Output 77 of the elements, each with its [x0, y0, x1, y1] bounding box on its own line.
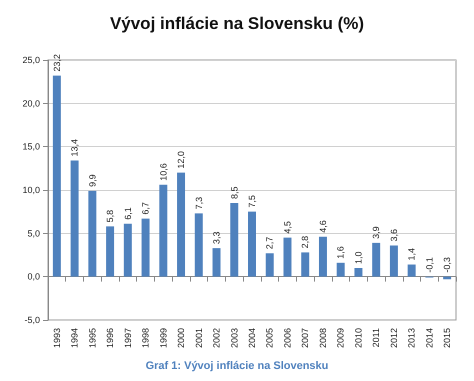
data-label: -0,1 [424, 257, 434, 273]
bar [159, 184, 168, 277]
y-tick-label: 0,0 [27, 272, 40, 282]
data-label: 10,6 [158, 163, 168, 181]
data-label: -0,3 [442, 257, 452, 273]
x-tick-label: 2012 [388, 328, 399, 348]
x-tick-label: 1996 [105, 328, 116, 348]
bar [354, 268, 362, 277]
x-tick-label: 2011 [371, 328, 382, 348]
bar [124, 224, 132, 277]
data-label: 3,9 [371, 226, 382, 239]
bar [301, 252, 310, 277]
data-label: 3,6 [388, 228, 399, 242]
y-tick-label: 20,0 [22, 98, 40, 108]
x-tick-label: 1993 [52, 328, 62, 348]
x-tick-label: 2010 [353, 328, 364, 348]
bar [248, 212, 256, 277]
text: Graf 1: Vývoj inflácie na Slovensku [144, 360, 330, 372]
x-tick-label: 2008 [318, 328, 328, 348]
chart-title: Vývoj inflácie na Slovensku (%) [110, 14, 364, 33]
data-label: 8,5 [229, 186, 240, 199]
data-label: 7,5 [247, 195, 257, 208]
x-tick-label: 2014 [424, 328, 434, 348]
x-tick-label: 2015 [442, 328, 452, 348]
data-label: 7,3 [194, 196, 204, 210]
bar [372, 242, 380, 277]
bar [336, 262, 345, 277]
data-label: 1,6 [336, 246, 346, 259]
data-label: 3,3 [212, 232, 222, 244]
data-label: 1,4 [406, 248, 417, 261]
bar [266, 253, 274, 277]
x-tick-label: 2003 [229, 328, 240, 348]
bar [283, 238, 292, 277]
bar [142, 218, 150, 277]
x-tick-label: 1997 [122, 328, 133, 348]
data-label: 2,7 [264, 236, 275, 250]
x-tick-label: 2006 [282, 328, 292, 348]
x-tick-label: 2005 [264, 328, 275, 348]
y-tick-label: 25,0 [22, 55, 40, 65]
bar [106, 226, 114, 277]
bar [88, 190, 96, 277]
x-tick-label: 2001 [194, 328, 204, 348]
bar [212, 248, 221, 277]
data-label: 13,4 [70, 139, 80, 157]
x-tick-label: 1995 [87, 328, 98, 348]
data-label: 6,1 [122, 207, 133, 220]
x-tick-label: 2000 [176, 328, 186, 348]
data-label: 12,0 [176, 151, 186, 169]
x-tick-label: 2013 [406, 328, 417, 348]
data-label: 4,6 [318, 220, 328, 233]
data-label: 1,0 [353, 251, 364, 264]
x-tick-label: 1998 [140, 328, 151, 348]
data-label: 5,8 [105, 210, 116, 222]
x-tick-label: 2009 [336, 328, 346, 348]
data-label: 2,8 [300, 236, 310, 248]
x-tick-label: 1999 [158, 328, 168, 348]
x-tick-label: 2007 [300, 328, 310, 348]
bar [408, 264, 416, 277]
data-label: 6,7 [140, 202, 151, 215]
x-tick-label: 1994 [70, 328, 80, 348]
bar [52, 76, 61, 277]
x-tick-label: 2002 [212, 328, 222, 348]
bar [230, 203, 238, 277]
y-tick-label: 15,0 [22, 142, 40, 152]
y-tick-label: 10,0 [22, 185, 40, 195]
bar [443, 276, 452, 280]
y-tick-label: 5,0 [27, 228, 40, 238]
data-label: 9,9 [87, 174, 98, 187]
bar [177, 172, 186, 277]
bar [390, 245, 398, 277]
bar [70, 160, 79, 277]
x-tick-label: 2004 [247, 328, 257, 348]
y-tick-label: -5,0 [24, 315, 40, 325]
data-label: 4,5 [282, 221, 292, 234]
bar [318, 236, 327, 277]
data-label: 23,2 [52, 54, 62, 72]
bar [194, 213, 203, 277]
